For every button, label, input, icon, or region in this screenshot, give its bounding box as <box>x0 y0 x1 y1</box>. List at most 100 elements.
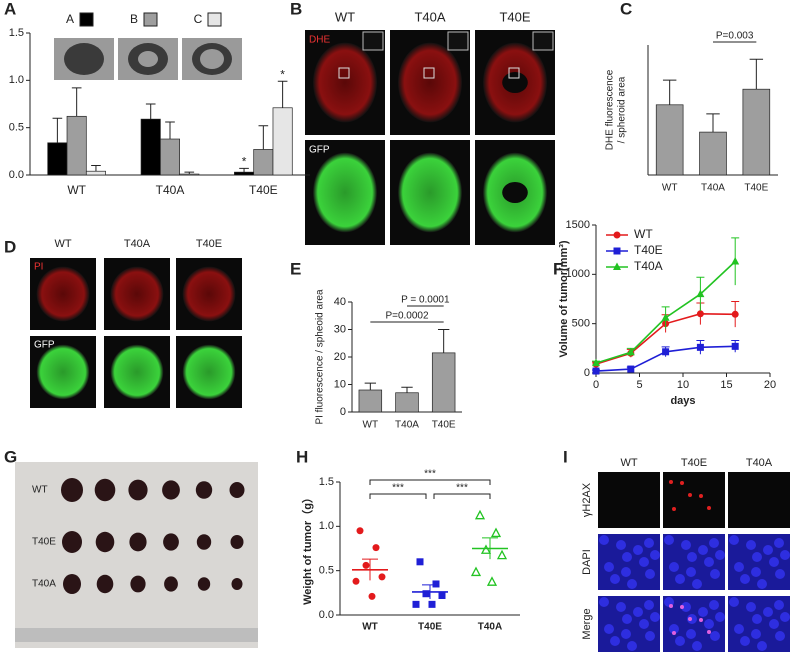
bar <box>179 173 200 176</box>
point <box>731 342 739 350</box>
micrograph <box>598 472 660 528</box>
point <box>362 561 370 569</box>
x-tick-label: 20 <box>764 379 776 391</box>
nucleus <box>669 562 679 572</box>
error-bar <box>258 125 269 150</box>
nucleus <box>644 600 654 610</box>
error-bar <box>662 79 677 105</box>
point <box>592 358 600 367</box>
error-bar <box>277 80 288 108</box>
significance-bracket <box>369 493 427 499</box>
y-tick-label: 500 <box>572 318 590 330</box>
spheroid-hole <box>502 72 528 93</box>
x-tick-label: 5 <box>636 379 642 391</box>
error-bar <box>749 58 764 90</box>
nucleus <box>604 562 614 572</box>
nucleus <box>763 607 773 617</box>
nucleus <box>780 550 790 560</box>
x-tick-label: 0 <box>593 379 599 391</box>
foci <box>680 605 684 609</box>
x-tick-label: T40A <box>395 420 419 431</box>
tumor <box>162 480 180 500</box>
spheroid <box>110 266 164 322</box>
legend-marker <box>613 262 621 270</box>
nucleus <box>645 631 655 641</box>
tumor <box>96 574 114 594</box>
nucleus <box>686 567 696 577</box>
panel-letter: C <box>620 0 632 18</box>
x-tick-label: T40E <box>418 622 442 633</box>
nucleus <box>751 629 761 639</box>
panel-letter: G <box>4 447 17 466</box>
legend-swatch <box>79 12 94 27</box>
nucleus <box>627 641 637 651</box>
significance-label: *** <box>392 483 404 494</box>
legend-label: B <box>130 12 138 26</box>
nucleus <box>692 641 702 651</box>
significance-label: *** <box>456 483 468 494</box>
nucleus <box>715 612 725 622</box>
y-axis-label: / spheroid area <box>617 76 628 143</box>
x-tick-label: 15 <box>720 379 732 391</box>
tumor <box>229 482 245 498</box>
y-tick-label: 10 <box>334 378 346 390</box>
foci <box>669 604 673 608</box>
nucleus <box>729 597 739 607</box>
nucleus <box>751 567 761 577</box>
error-bar <box>422 584 438 600</box>
significance-label: P=0.003 <box>716 31 754 42</box>
point <box>368 592 376 600</box>
significance-bracket <box>369 479 491 485</box>
point <box>661 313 670 321</box>
nucleus <box>710 631 720 641</box>
point <box>372 544 380 552</box>
spheroid <box>398 42 462 123</box>
legend-label: A <box>66 12 74 26</box>
panel-letter: E <box>290 259 301 278</box>
row-label: T40A <box>32 579 56 590</box>
x-tick-label: WT <box>363 420 379 431</box>
nucleus <box>769 557 779 567</box>
nucleus <box>681 540 691 550</box>
legend-label: T40E <box>634 243 663 257</box>
nucleus <box>704 557 714 567</box>
tumor <box>95 531 115 553</box>
y-axis-label: Weight of tumor（g） <box>301 492 314 605</box>
foci <box>672 631 676 635</box>
bar <box>431 352 456 413</box>
foci <box>699 494 703 498</box>
nucleus <box>650 612 660 622</box>
x-tick-label: T40A <box>478 622 502 633</box>
nucleus <box>757 579 767 589</box>
foci <box>688 617 692 621</box>
tumor <box>231 578 243 590</box>
nucleus <box>734 624 744 634</box>
nucleus <box>698 545 708 555</box>
y-tick-label: 1500 <box>566 219 590 231</box>
point <box>428 600 436 608</box>
row-label: DAPI <box>581 549 593 575</box>
x-tick-label: T40E <box>744 183 768 194</box>
bar <box>395 392 419 413</box>
significance-bracket <box>433 493 491 499</box>
nucleus <box>769 619 779 629</box>
tumor <box>62 531 82 553</box>
nucleus <box>774 538 784 548</box>
column-label: WT <box>54 238 71 250</box>
ruler <box>15 628 258 642</box>
nucleus <box>610 574 620 584</box>
row-label: T40E <box>32 537 56 548</box>
x-tick-label: T40E <box>432 420 456 431</box>
nucleus <box>709 538 719 548</box>
y-axis-label: DHE fluorescence <box>605 69 616 150</box>
bar <box>85 170 106 176</box>
nucleus <box>604 624 614 634</box>
foci <box>672 507 676 511</box>
point <box>432 580 440 588</box>
point <box>490 527 502 538</box>
error-bar <box>362 558 378 581</box>
nucleus <box>775 631 785 641</box>
nucleus <box>746 602 756 612</box>
nucleus <box>763 545 773 555</box>
